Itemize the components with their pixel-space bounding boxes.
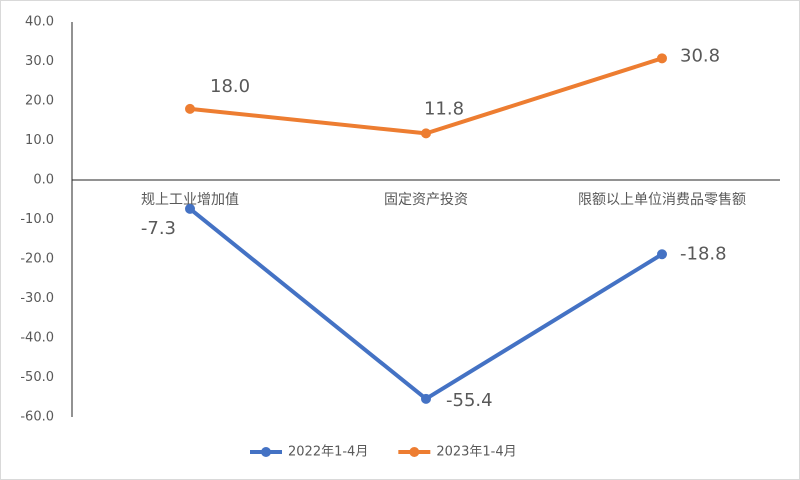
data-label: -55.4 [446,390,493,411]
legend-label: 2022年1-4月 [288,445,368,460]
y-tick-label: 0.0 [33,173,54,188]
data-point [657,249,667,260]
legend-label: 2023年1-4月 [436,445,516,460]
y-tick-label: -40.0 [20,331,54,346]
y-tick-label: -50.0 [20,370,54,385]
x-tick-label: 固定资产投资 [384,192,468,208]
data-point [185,203,195,214]
data-label: -18.8 [680,243,727,264]
x-tick-label: 限额以上单位消费品零售额 [578,192,746,208]
y-tick-label: -30.0 [20,291,54,306]
data-label: 18.0 [210,76,250,97]
x-tick-label: 规上工业增加值 [141,192,239,208]
data-label: 30.8 [680,45,720,66]
data-point [657,53,667,64]
data-point [421,128,431,139]
data-label: -7.3 [141,218,176,239]
data-point [185,103,195,114]
y-tick-label: 40.0 [25,15,54,30]
y-tick-label: 10.0 [25,133,54,148]
legend-marker [409,447,420,457]
data-label: 11.8 [424,98,464,119]
data-point [421,393,431,404]
y-tick-label: -60.0 [20,410,54,425]
y-tick-label: 30.0 [25,54,54,69]
legend-marker [261,447,271,457]
y-tick-label: -20.0 [20,252,54,267]
y-tick-label: 20.0 [25,94,54,109]
y-tick-label: -10.0 [20,212,54,227]
